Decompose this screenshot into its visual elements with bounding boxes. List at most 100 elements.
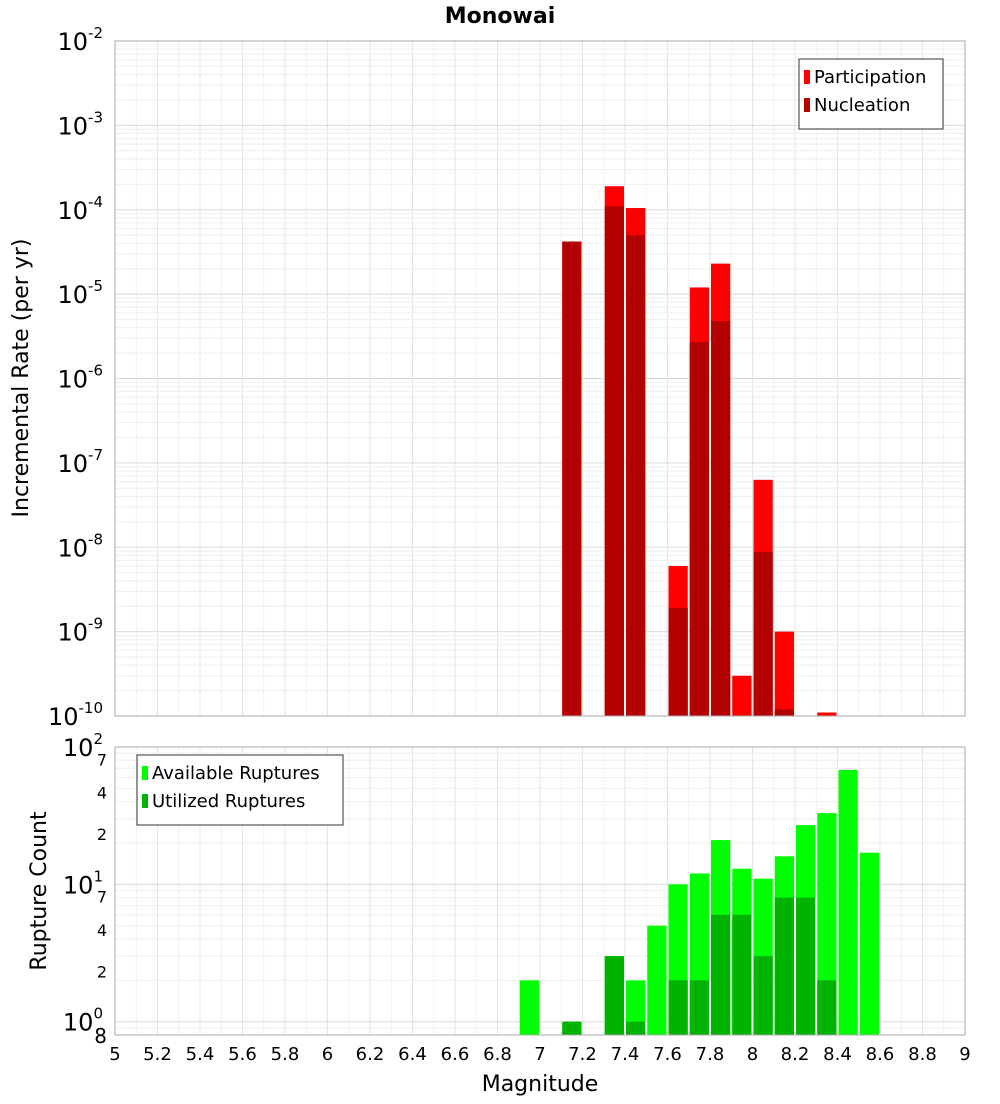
top-y-tick-label-exp: -9 [88,615,103,633]
bottom-bar-utilized-ruptures [796,897,816,1035]
legend-swatch [142,766,148,780]
top-y-tick-label-exp: -10 [79,699,104,717]
top-y-tick-label: 10-8 [57,530,103,562]
legend-entry: Nucleation [814,95,910,116]
top-plot-border [114,40,966,717]
top-bar-nucleation [689,342,709,716]
bottom-plot-border [114,746,966,1036]
bottom-bar-available-ruptures [838,770,858,1035]
x-tick-label: 9 [959,1044,970,1065]
bottom-bar-utilized-ruptures [562,1021,582,1035]
top-y-tick-label: 10-2 [57,24,103,56]
top-y-tick-label-exp: -6 [88,362,103,380]
top-bar-nucleation [711,321,731,716]
top-legend: Participation Nucleation [798,58,944,130]
bottom-bar-utilized-ruptures [817,980,837,1035]
bottom-bars [519,770,879,1035]
top-y-tick-label-exp: -8 [88,530,103,548]
top-y-tick-label-exp: -7 [88,446,103,464]
top-bar-participation [817,712,837,716]
bottom-bar-available-ruptures [519,980,539,1035]
top-y-tick-label-base: 10 [57,366,88,394]
bottom-y-tick-minor-label: 2 [97,962,107,981]
legend-entry: Available Ruptures [152,763,320,784]
bottom-bar-available-ruptures [626,980,646,1035]
x-tick-label: 8.2 [781,1044,810,1065]
top-y-axis-label: Incremental Rate (per yr) [9,239,34,518]
top-y-tick-label: 10-5 [57,277,103,309]
x-tick-label: 6.4 [398,1044,427,1065]
x-tick-label: 6.6 [441,1044,470,1065]
bottom-y-axis-label: Rupture Count [27,811,52,971]
x-tick-label: 7.2 [568,1044,597,1065]
bottom-bar-available-ruptures [859,852,879,1035]
bottom-y-tick-minor-label: 4 [97,921,107,940]
top-y-tick-label-base: 10 [57,112,88,140]
x-tick-label: 7.4 [611,1044,640,1065]
bottom-bar-utilized-ruptures [774,897,794,1035]
bottom-y-tick-major-label: 102 [63,730,103,762]
bottom-bar-utilized-ruptures [626,1021,646,1035]
bottom-bar-available-ruptures [647,925,667,1035]
x-tick-label: 8.8 [908,1044,937,1065]
bottom-y-tick-major-label: 101 [63,867,103,899]
legend-swatch [142,794,148,808]
bottom-y-tick-major-label-exp: 0 [93,1005,103,1023]
top-y-tick-label-base: 10 [57,197,88,225]
legend-box [136,754,344,826]
bottom-y-tick-major-label-exp: 2 [93,730,103,748]
bottom-y-tick-major-label-exp: 1 [93,867,103,885]
x-tick-label: 7.6 [653,1044,682,1065]
chart-title: Monowai [445,4,556,29]
bottom-y-tick-minor-label: 2 [97,825,107,844]
top-y-tick-label-exp: -5 [88,277,103,295]
x-axis-label: Magnitude [482,1072,599,1097]
bottom-y-tick-major-label-base: 10 [63,734,94,762]
top-bar-nucleation [753,551,773,716]
x-tick-label: 8 [747,1044,758,1065]
legend-swatch [804,98,810,112]
top-bar-nucleation [562,241,582,717]
top-bar-nucleation [604,206,624,716]
bottom-bar-utilized-ruptures [604,956,624,1035]
bottom-bar-available-ruptures [817,813,837,1035]
x-tick-label: 6.8 [483,1044,512,1065]
top-bars [562,186,837,717]
legend-entry: Participation [814,67,926,88]
top-y-tick-label-base: 10 [57,28,88,56]
top-y-tick-label: 10-6 [57,362,103,394]
bottom-y-tick-major-label-base: 10 [63,871,94,899]
bottom-y-tick-major-label-base: 10 [63,1009,94,1037]
top-y-tick-label: 10-9 [57,615,103,647]
x-tick-label: 5.4 [186,1044,215,1065]
x-tick-label: 5.2 [143,1044,172,1065]
top-bar-participation [732,675,752,716]
legend-entry: Utilized Ruptures [152,791,305,812]
bottom-y-tick-minor-label: 7 [97,888,107,907]
top-y-tick-label: 10-3 [57,108,103,140]
top-bar-nucleation [626,235,646,716]
x-tick-label: 5.6 [228,1044,257,1065]
x-tick-labels: 5 5.2 5.4 5.6 5.8 6 6.2 6.4 6.6 6.8 7 7.2 7.4 7.6 7.8 8… [109,1044,970,1065]
top-y-tick-label-base: 10 [57,281,88,309]
top-bar-nucleation [774,709,794,716]
x-tick-label: 8.6 [866,1044,895,1065]
top-y-tick-label-exp: -2 [88,24,103,42]
bottom-y-tick-minor-label: 7 [97,750,107,769]
top-y-tick-label: 10-10 [48,699,103,731]
bottom-legend: Available Ruptures Utilized Ruptures [136,754,344,826]
top-bar-participation [774,631,794,716]
top-y-tick-label: 10-7 [57,446,103,478]
x-tick-label: 7.8 [696,1044,725,1065]
top-y-tick-label-base: 10 [57,534,88,562]
top-y-tick-label-base: 10 [57,619,88,647]
x-tick-label: 5.8 [271,1044,300,1065]
bottom-bar-utilized-ruptures [753,956,773,1035]
bottom-bar-utilized-ruptures [732,914,752,1035]
top-y-tick-label-exp: -3 [88,108,103,126]
top-bar-nucleation [668,608,688,716]
x-tick-label: 8.4 [823,1044,852,1065]
